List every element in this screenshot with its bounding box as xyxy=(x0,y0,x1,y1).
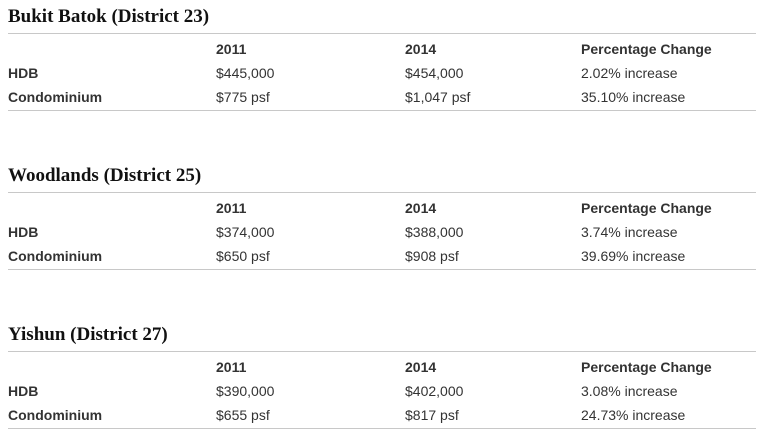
header-cell-2011: 2011 xyxy=(216,200,247,216)
price-table: 2011 2014 Percentage Change HDB $445,000… xyxy=(8,33,756,111)
section-woodlands: Woodlands (District 25) 2011 2014 Percen… xyxy=(8,165,756,270)
row-label: HDB xyxy=(8,65,39,81)
value-2014: $1,047 psf xyxy=(405,89,471,105)
section-yishun: Yishun (District 27) 2011 2014 Percentag… xyxy=(8,324,756,429)
table-header-row: 2011 2014 Percentage Change xyxy=(8,37,756,61)
section-bukit-batok: Bukit Batok (District 23) 2011 2014 Perc… xyxy=(8,6,756,111)
row-label: Condominium xyxy=(8,248,103,264)
table-row: HDB $390,000 $402,000 3.08% increase xyxy=(8,379,756,403)
value-2014: $454,000 xyxy=(405,65,464,81)
table-row: HDB $445,000 $454,000 2.02% increase xyxy=(8,61,756,85)
value-2014: $402,000 xyxy=(405,383,464,399)
header-cell-2011: 2011 xyxy=(216,41,247,57)
row-label: HDB xyxy=(8,383,39,399)
value-2011: $390,000 xyxy=(216,383,275,399)
value-2014: $817 psf xyxy=(405,407,459,423)
value-2011: $650 psf xyxy=(216,248,270,264)
header-cell-2014: 2014 xyxy=(405,200,437,216)
table-row: Condominium $650 psf $908 psf 39.69% inc… xyxy=(8,244,756,268)
table-header-row: 2011 2014 Percentage Change xyxy=(8,355,756,379)
header-cell-2011: 2011 xyxy=(216,359,247,375)
value-change: 3.08% increase xyxy=(581,383,678,399)
price-table: 2011 2014 Percentage Change HDB $390,000… xyxy=(8,351,756,429)
value-change: 3.74% increase xyxy=(581,224,678,240)
value-2014: $908 psf xyxy=(405,248,459,264)
row-label: Condominium xyxy=(8,407,103,423)
table-row: Condominium $655 psf $817 psf 24.73% inc… xyxy=(8,403,756,427)
value-change: 2.02% increase xyxy=(581,65,678,81)
row-label: Condominium xyxy=(8,89,103,105)
price-table: 2011 2014 Percentage Change HDB $374,000… xyxy=(8,192,756,270)
section-title: Bukit Batok (District 23) xyxy=(8,6,210,27)
value-change: 39.69% increase xyxy=(581,248,686,264)
section-title: Woodlands (District 25) xyxy=(8,165,202,186)
value-2011: $655 psf xyxy=(216,407,270,423)
table-header-row: 2011 2014 Percentage Change xyxy=(8,196,756,220)
value-2011: $775 psf xyxy=(216,89,270,105)
header-cell-2014: 2014 xyxy=(405,41,437,57)
value-change: 35.10% increase xyxy=(581,89,686,105)
row-label: HDB xyxy=(8,224,39,240)
value-2011: $445,000 xyxy=(216,65,275,81)
header-cell-2014: 2014 xyxy=(405,359,437,375)
table-row: Condominium $775 psf $1,047 psf 35.10% i… xyxy=(8,85,756,109)
header-cell-change: Percentage Change xyxy=(581,200,712,216)
value-2011: $374,000 xyxy=(216,224,275,240)
section-title: Yishun (District 27) xyxy=(8,324,168,345)
header-cell-change: Percentage Change xyxy=(581,359,712,375)
value-2014: $388,000 xyxy=(405,224,464,240)
value-change: 24.73% increase xyxy=(581,407,686,423)
header-cell-change: Percentage Change xyxy=(581,41,712,57)
table-row: HDB $374,000 $388,000 3.74% increase xyxy=(8,220,756,244)
